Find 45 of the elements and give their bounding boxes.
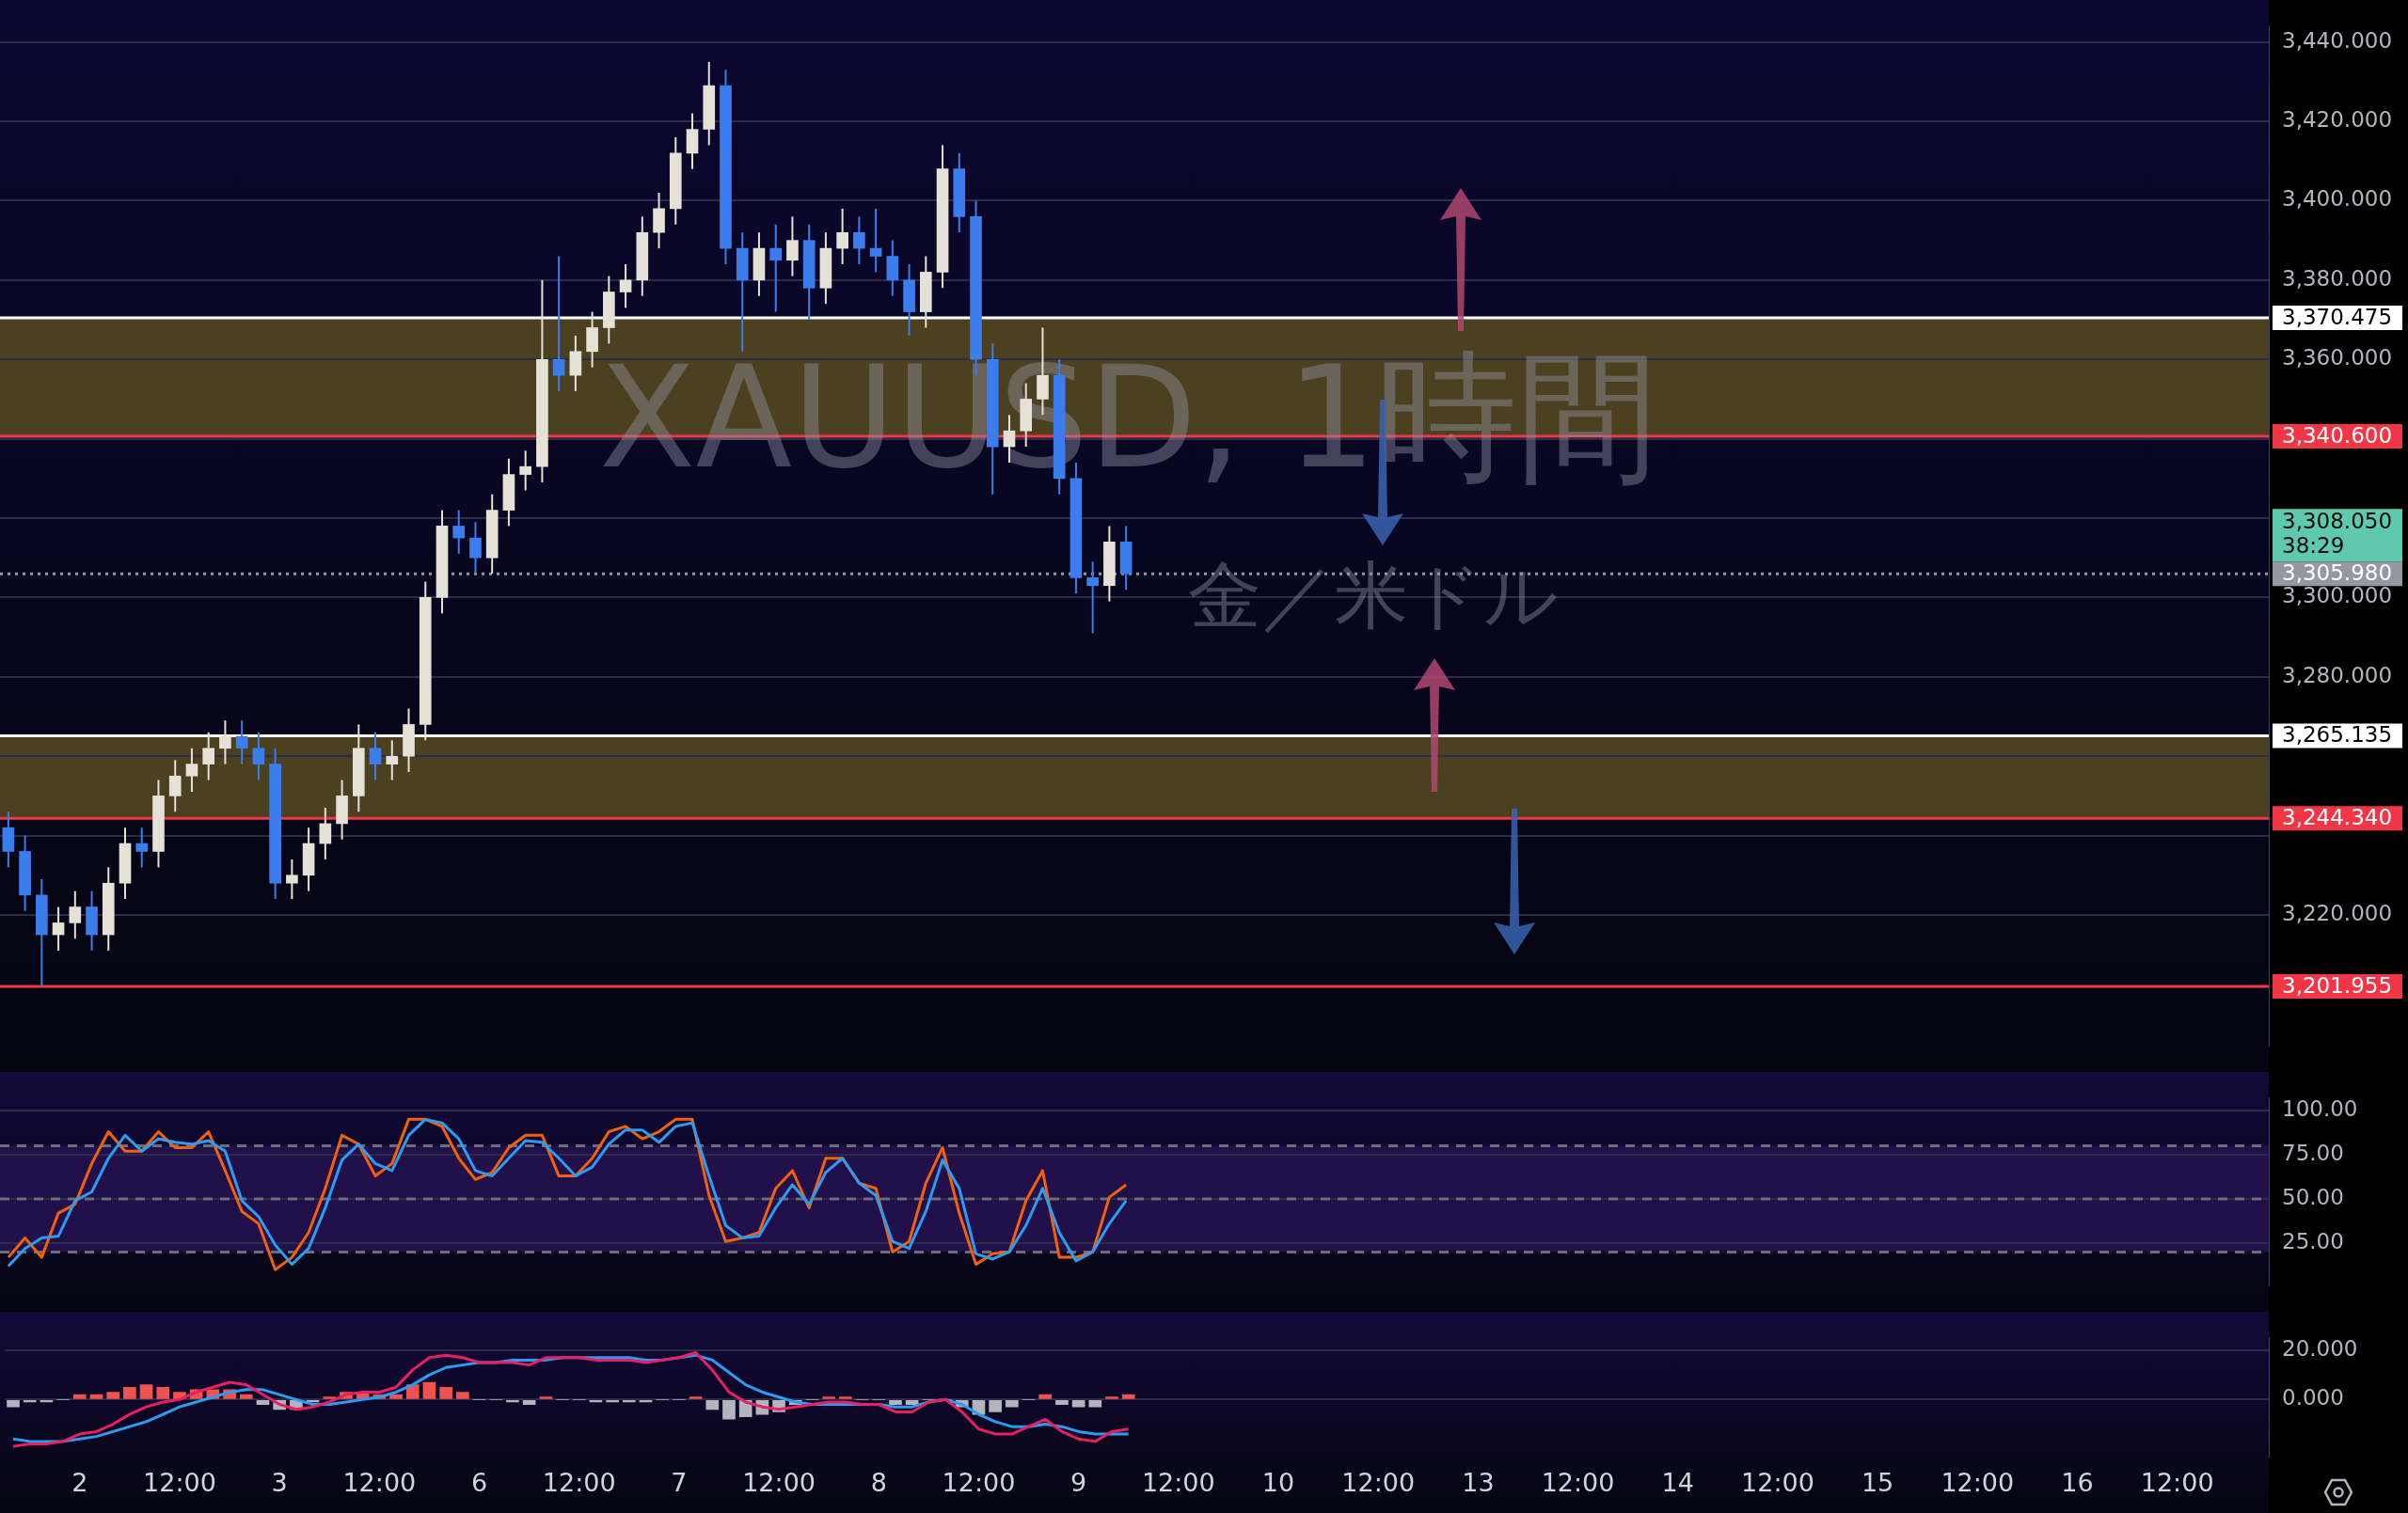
x-tick-label: 12:00	[542, 1467, 616, 1497]
x-tick-label: 15	[1861, 1467, 1894, 1497]
x-tick-label: 10	[1261, 1467, 1295, 1497]
ref-line-label: 3,244.340	[2282, 805, 2393, 830]
x-tick-label: 3	[271, 1467, 288, 1497]
x-tick-label: 7	[671, 1467, 688, 1497]
y-tick-label: 75.00	[2282, 1140, 2344, 1165]
x-tick-label: 12:00	[143, 1467, 216, 1497]
x-tick-label: 12:00	[1541, 1467, 1615, 1497]
x-tick-label: 12:00	[942, 1467, 1016, 1497]
y-tick-label: 3,440.000	[2282, 27, 2393, 53]
text: 38:29	[2282, 533, 2345, 559]
x-tick-label: 12:00	[1341, 1467, 1416, 1497]
y-tick-label: 3,280.000	[2282, 662, 2393, 687]
x-tick-label: 12:00	[742, 1467, 816, 1497]
y-tick-label: 3,380.000	[2282, 265, 2393, 291]
y-tick-label: 0.000	[2282, 1385, 2344, 1411]
ref-line-label: 3,265.135	[2282, 722, 2393, 748]
y-tick-label: 25.00	[2282, 1229, 2344, 1254]
x-tick-label: 16	[2061, 1467, 2094, 1497]
text: 3,308.050	[2282, 509, 2393, 534]
ref-line-label: 3,370.475	[2282, 305, 2393, 329]
x-tick-label: 12:00	[342, 1467, 417, 1497]
y-tick-label: 3,360.000	[2282, 345, 2393, 370]
x-tick-label: 2	[71, 1467, 88, 1497]
ref-line-label: 3,340.600	[2282, 423, 2393, 449]
y-tick-label: 50.00	[2282, 1184, 2344, 1209]
x-tick-label: 9	[1070, 1467, 1087, 1497]
y-tick-label: 3,400.000	[2282, 186, 2393, 212]
ref-line-label: 3,305.980	[2282, 560, 2393, 586]
x-tick-label: 13	[1462, 1467, 1495, 1497]
y-tick-label: 3,220.000	[2282, 900, 2393, 925]
y-tick-label: 100.00	[2282, 1095, 2358, 1121]
x-tick-label: 12:00	[1141, 1467, 1215, 1497]
y-tick-label: 20.000	[2282, 1335, 2358, 1361]
x-tick-label: 6	[470, 1467, 488, 1497]
x-tick-label: 12:00	[1941, 1467, 2015, 1497]
x-tick-label: 12:00	[1741, 1467, 1814, 1497]
x-tick-label: 8	[870, 1467, 887, 1497]
y-tick-label: 3,300.000	[2282, 583, 2393, 608]
x-tick-label: 12:00	[2140, 1467, 2214, 1497]
ref-line-label: 3,201.955	[2282, 973, 2393, 999]
y-tick-label: 3,420.000	[2282, 107, 2393, 133]
x-tick-label: 14	[1661, 1467, 1694, 1497]
text: 金／米ドル	[1188, 553, 1559, 638]
